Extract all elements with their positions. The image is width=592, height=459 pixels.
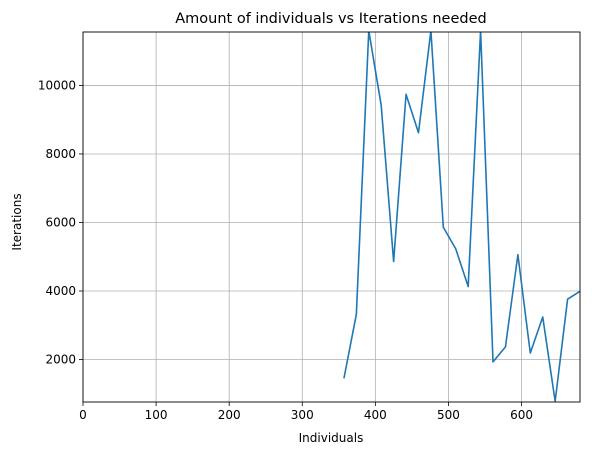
y-tick-label: 2000 — [45, 353, 76, 367]
x-tick-label: 100 — [145, 408, 168, 422]
grid — [82, 32, 580, 402]
x-tick-label: 200 — [218, 408, 241, 422]
x-tick-label: 500 — [437, 408, 460, 422]
x-tick-label: 400 — [364, 408, 387, 422]
x-tick-label: 0 — [79, 408, 87, 422]
series-layer — [343, 32, 580, 402]
y-tick-label: 4000 — [45, 284, 76, 298]
x-tick-label: 600 — [510, 408, 533, 422]
plot-frame — [82, 31, 581, 403]
y-axis-label: Iterations — [10, 193, 24, 250]
y-tick-label: 10000 — [38, 78, 76, 92]
x-tick-label: 300 — [291, 408, 314, 422]
chart-title: Amount of individuals vs Iterations need… — [175, 11, 486, 27]
x-axis-label: Individuals — [299, 431, 364, 445]
axes: 0 100 200 300 400 500 600 2000 4000 6000 8000 10000 — [38, 31, 581, 422]
series-line — [343, 32, 580, 402]
y-tick-label: 8000 — [45, 147, 76, 161]
y-tick-label: 6000 — [45, 215, 76, 229]
